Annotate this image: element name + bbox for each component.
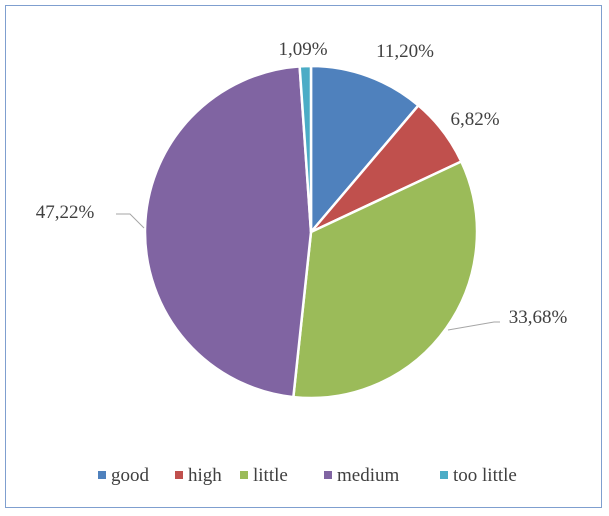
legend-swatch-high — [175, 471, 183, 479]
legend-label-little: little — [253, 465, 288, 486]
data-label-high: 6,82% — [450, 109, 499, 130]
legend-item-high: high — [175, 465, 222, 486]
pie-slice-medium — [143, 65, 313, 399]
pie-slice-good — [309, 64, 421, 236]
data-label-too-little: 1,09% — [278, 39, 327, 60]
legend-item-good: good — [98, 465, 150, 486]
pie-slice-little — [291, 159, 479, 400]
legend-label-high: high — [188, 465, 222, 486]
legend-swatch-little — [240, 471, 248, 479]
legend-item-medium: medium — [324, 465, 399, 486]
legend-swatch-medium — [324, 471, 332, 479]
leader-line-little — [447, 321, 500, 331]
pie-slice-too-little — [298, 64, 313, 233]
legend-label-medium: medium — [337, 465, 399, 486]
data-label-medium: 47,22% — [36, 202, 95, 223]
legend-label-good: good — [111, 465, 150, 486]
data-label-little: 33,68% — [509, 307, 568, 328]
data-label-good: 11,20% — [376, 41, 434, 62]
legend-item-little: little — [240, 465, 288, 486]
leader-line-medium — [116, 213, 145, 229]
legend-label-too-little: too little — [453, 465, 517, 486]
legend-item-too-little: too little — [440, 465, 517, 486]
legend-swatch-too-little — [440, 471, 448, 479]
legend-swatch-good — [98, 471, 106, 479]
